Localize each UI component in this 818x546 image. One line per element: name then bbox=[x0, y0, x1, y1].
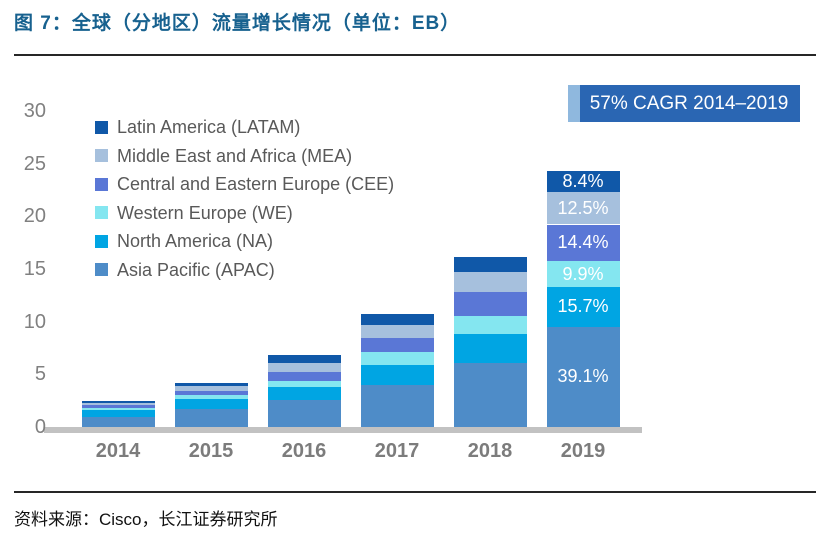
segment-percent-label: 15.7% bbox=[557, 296, 609, 317]
x-axis-label-2017: 2017 bbox=[374, 440, 420, 462]
cagr-annotation-label: 57% CAGR 2014–2019 bbox=[589, 92, 789, 114]
bar-segment-2016-4 bbox=[267, 372, 341, 381]
legend-label: Asia Pacific (APAC) bbox=[117, 259, 275, 280]
bar-segment-2019-2: 15.7% bbox=[546, 286, 620, 327]
bar-segment-2014-6 bbox=[81, 400, 155, 403]
legend-label: Central and Eastern Europe (CEE) bbox=[117, 174, 395, 194]
legend-swatch-icon bbox=[95, 234, 108, 248]
segment-percent-label: 39.1% bbox=[557, 366, 609, 387]
bar-segment-2018-3 bbox=[453, 315, 527, 335]
bar-segment-2014-5 bbox=[81, 402, 155, 406]
legend-swatch-icon bbox=[95, 149, 108, 162]
bar-segment-2017-2 bbox=[360, 364, 434, 385]
legend-swatch-icon bbox=[95, 120, 108, 134]
bar-segment-2016-1 bbox=[267, 399, 341, 427]
bar-segment-2014-1 bbox=[81, 416, 155, 427]
legend-item: Central and Eastern Europe (CEE) bbox=[95, 172, 394, 196]
y-axis-tick-label: 25 bbox=[23, 152, 46, 175]
bar-segment-2015-1 bbox=[174, 409, 248, 427]
bar-segment-2017-3 bbox=[360, 351, 434, 365]
stacked-bar-chart: Latin America (LATAM) Middle East and Afr… bbox=[0, 62, 818, 482]
y-axis-tick-label: 0 bbox=[34, 416, 46, 438]
legend-item: Western Europe (WE) bbox=[95, 201, 293, 225]
bar-segment-2015-2 bbox=[174, 398, 248, 410]
bar-segment-2014-3 bbox=[81, 408, 155, 411]
bar-segment-2018-5 bbox=[453, 272, 527, 292]
legend-swatch-icon bbox=[95, 206, 108, 219]
x-axis-baseline bbox=[44, 427, 642, 433]
cagr-box-stripe bbox=[568, 85, 580, 122]
legend-label: Latin America (LATAM) bbox=[117, 117, 301, 137]
x-axis-label-2018: 2018 bbox=[467, 440, 513, 462]
y-axis-tick-label: 10 bbox=[23, 310, 46, 333]
bar-segment-2019-5: 12.5% bbox=[546, 192, 620, 225]
legend-item: Asia Pacific (APAC) bbox=[95, 258, 275, 282]
legend-item: Middle East and Africa (MEA) bbox=[95, 144, 352, 168]
x-axis-label-2016: 2016 bbox=[281, 440, 327, 462]
bar-segment-2018-1 bbox=[453, 362, 527, 427]
x-axis-label-2019: 2019 bbox=[560, 440, 606, 462]
bar-segment-2018-2 bbox=[453, 334, 527, 363]
bar-segment-2018-6 bbox=[453, 257, 527, 273]
y-axis-tick-label: 5 bbox=[34, 363, 46, 386]
legend-label: Western Europe (WE) bbox=[117, 202, 293, 223]
legend-item: Latin America (LATAM) bbox=[95, 115, 300, 139]
bar-segment-2018-4 bbox=[453, 291, 527, 316]
bar-segment-2015-3 bbox=[174, 394, 248, 399]
y-axis-tick-label: 20 bbox=[23, 205, 46, 228]
x-axis-label-2015: 2015 bbox=[188, 440, 234, 462]
bar-segment-2019-3: 9.9% bbox=[546, 261, 620, 287]
bar-segment-2015-5 bbox=[174, 386, 248, 391]
bar-segment-2019-6: 8.4% bbox=[546, 171, 620, 193]
segment-percent-label: 8.4% bbox=[562, 171, 604, 192]
bar-segment-2014-2 bbox=[81, 410, 155, 417]
bar-segment-2015-6 bbox=[174, 382, 248, 387]
legend-swatch-icon bbox=[95, 263, 108, 276]
legend-label: North America (NA) bbox=[117, 231, 274, 251]
legend-item: North America (NA) bbox=[95, 229, 273, 253]
bar-segment-2019-4: 14.4% bbox=[546, 224, 620, 262]
bar-segment-2019-1: 39.1% bbox=[546, 326, 620, 427]
segment-percent-label: 12.5% bbox=[557, 197, 609, 218]
bar-segment-2016-3 bbox=[267, 380, 341, 387]
bar-segment-2014-4 bbox=[81, 405, 155, 409]
y-axis-tick-label: 15 bbox=[23, 258, 46, 281]
title-divider bbox=[14, 54, 816, 56]
bar-segment-2017-4 bbox=[360, 338, 434, 352]
x-axis-label-2014: 2014 bbox=[95, 440, 141, 462]
source-note: 资料来源：Cisco，长江证券研究所 bbox=[14, 510, 278, 529]
bar-segment-2017-5 bbox=[360, 325, 434, 338]
bar-segment-2017-1 bbox=[360, 384, 434, 427]
bar-segment-2016-2 bbox=[267, 386, 341, 400]
bar-segment-2017-6 bbox=[360, 314, 434, 326]
segment-percent-label: 9.9% bbox=[562, 263, 604, 284]
segment-percent-label: 14.4% bbox=[557, 232, 609, 253]
figure-title: 图 7：全球（分地区）流量增长情况（单位：EB） bbox=[14, 13, 461, 34]
bar-segment-2015-4 bbox=[174, 390, 248, 395]
cagr-annotation-box: 57% CAGR 2014–2019 bbox=[568, 85, 800, 122]
y-axis-tick-label: 30 bbox=[23, 100, 46, 123]
footer-divider bbox=[14, 491, 816, 493]
legend-swatch-icon bbox=[95, 177, 108, 191]
bar-segment-2016-5 bbox=[267, 362, 341, 373]
bar-segment-2016-6 bbox=[267, 355, 341, 363]
legend-label: Middle East and Africa (MEA) bbox=[117, 145, 353, 166]
